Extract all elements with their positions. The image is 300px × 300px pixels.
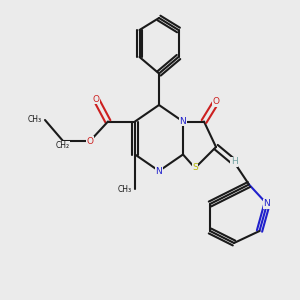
Text: O: O (92, 94, 100, 103)
Text: N: N (180, 117, 186, 126)
Text: S: S (192, 164, 198, 172)
Text: O: O (212, 98, 220, 106)
Text: CH₃: CH₃ (118, 184, 132, 194)
Text: N: N (156, 167, 162, 176)
Text: H: H (231, 158, 237, 166)
Text: N: N (264, 200, 270, 208)
Text: CH₂: CH₂ (56, 141, 70, 150)
Text: CH₃: CH₃ (28, 116, 42, 124)
Text: O: O (86, 136, 94, 146)
